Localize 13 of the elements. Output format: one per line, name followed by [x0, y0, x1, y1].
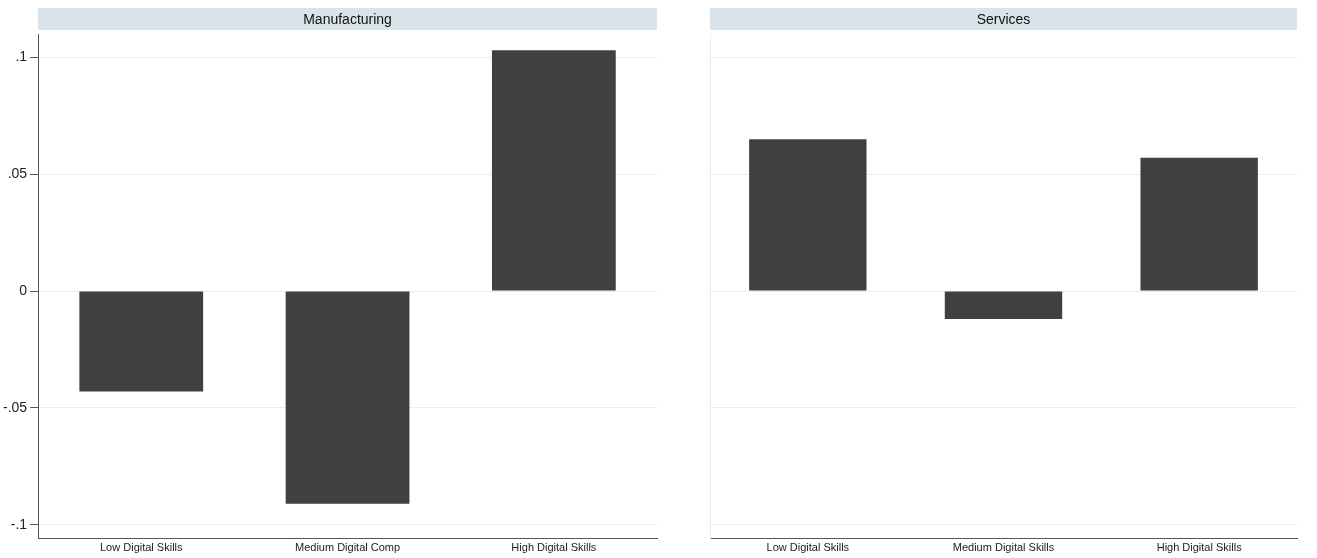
y-tick-label: 0 [19, 281, 28, 298]
chart-title: Manufacturing [38, 8, 657, 30]
x-tick-label: Medium Digital Skills [952, 541, 1055, 554]
x-tick-label: Low Digital Skills [766, 541, 850, 554]
y-tick-label: -.1 [10, 515, 28, 532]
chart-title: Services [710, 8, 1297, 30]
y-tick-label: -.05 [3, 398, 28, 415]
x-tick-label: Medium Digital Comp [294, 541, 401, 554]
x-tick-label: High Digital Skills [1156, 541, 1243, 554]
y-tick-label: .05 [7, 165, 28, 182]
x-tick-label: High Digital Skills [511, 541, 597, 554]
y-tick-label: .1 [15, 48, 28, 65]
x-tick-label: Low Digital Skills [100, 541, 184, 554]
